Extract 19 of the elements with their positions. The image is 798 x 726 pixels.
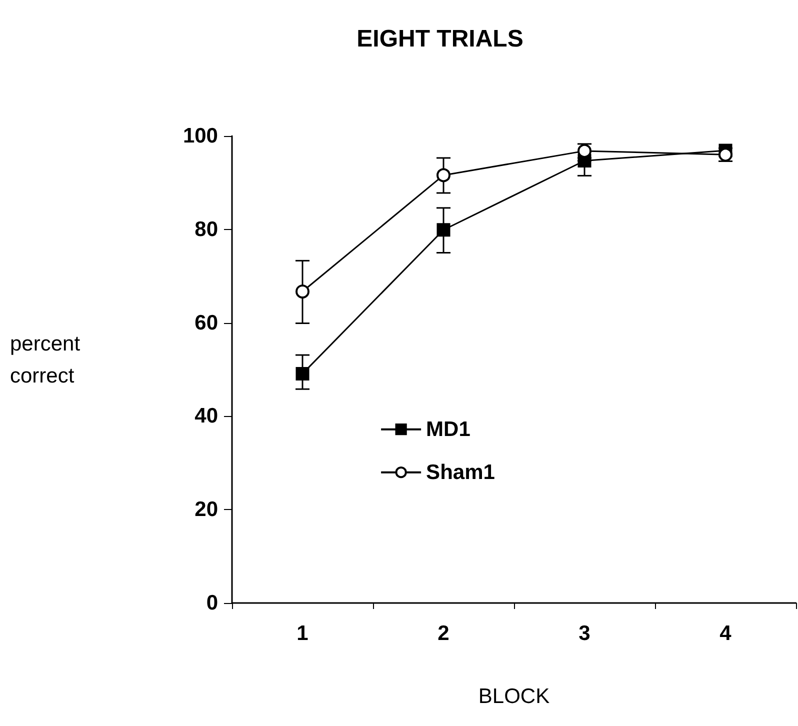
y-tick-label: 60 <box>194 311 218 334</box>
chart-title: EIGHT TRIALS <box>356 26 524 52</box>
legend-label: MD1 <box>426 418 471 441</box>
y-tick-label: 40 <box>194 404 218 428</box>
x-tick-label: 3 <box>578 622 590 645</box>
y-axis-title: percent correct <box>10 332 86 388</box>
point <box>296 284 310 299</box>
y-tick-label: 100 <box>182 124 218 148</box>
x-tick-label: 1 <box>296 622 309 645</box>
y-tick-label: 20 <box>194 498 218 522</box>
x-tick-label: 4 <box>720 622 732 645</box>
point <box>296 366 310 380</box>
y-tick-label: 0 <box>206 592 218 614</box>
point <box>436 168 450 182</box>
x-axis-title: BLOCK <box>478 685 550 708</box>
point <box>436 223 450 237</box>
legend-label: Sham1 <box>426 460 496 484</box>
x-tick-label: 2 <box>438 622 450 645</box>
y-tick-label: 80 <box>194 218 218 241</box>
